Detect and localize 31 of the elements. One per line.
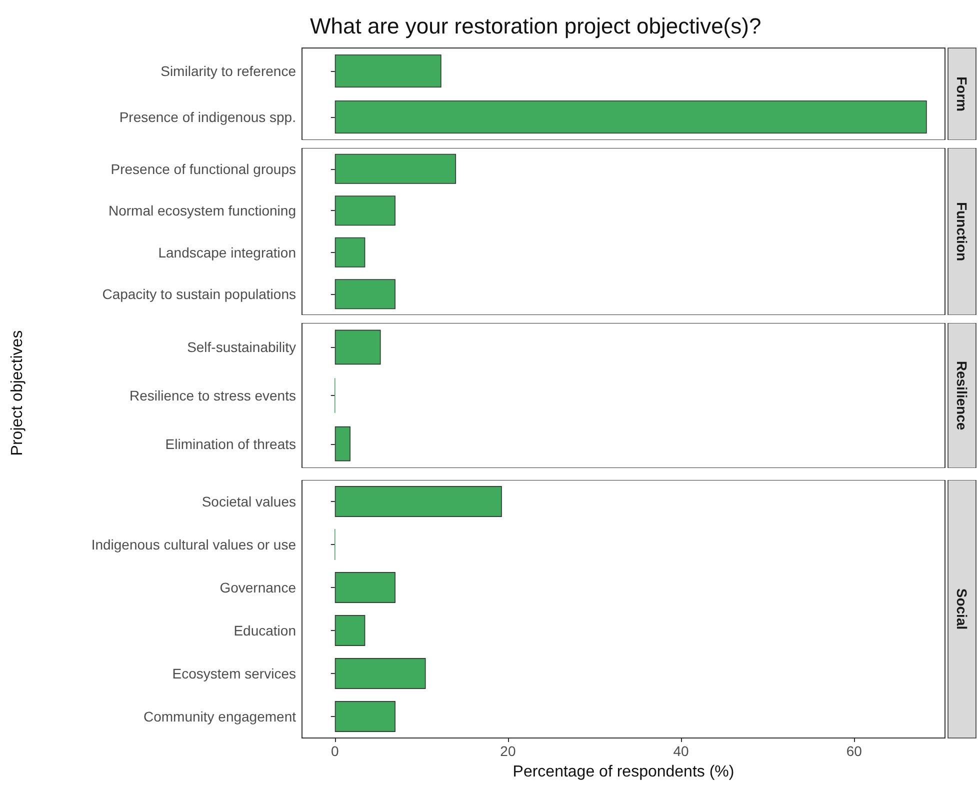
- bar: [334, 701, 396, 732]
- chart-title: What are your restoration project objective(s)?: [310, 14, 762, 38]
- bar: [334, 615, 366, 646]
- bar: [334, 486, 502, 517]
- text: Form: [954, 76, 970, 112]
- bar: [334, 572, 396, 603]
- y-tick-label: Similarity to reference: [160, 63, 296, 79]
- bar: [334, 658, 426, 689]
- text: Social: [954, 588, 970, 630]
- y-tick-label: Capacity to sustain populations: [102, 286, 296, 302]
- y-tick-label: Normal ecosystem functioning: [108, 202, 296, 219]
- y-tick-label: Elimination of threats: [165, 436, 296, 452]
- y-tick-label: Presence of indigenous spp.: [119, 109, 296, 125]
- y-axis-title: Project objectives: [9, 330, 27, 456]
- text: Function: [954, 202, 970, 262]
- x-axis-title: Percentage of respondents (%): [512, 764, 734, 780]
- y-tick-label: Landscape integration: [158, 244, 296, 260]
- y-tick-label: Presence of functional groups: [110, 160, 296, 177]
- y-tick-label: Community engagement: [143, 708, 296, 724]
- text: Resilience: [954, 360, 970, 430]
- y-tick-label: Education: [234, 622, 296, 638]
- x-tick-label: 40: [673, 743, 690, 759]
- y-tick-label: Self-sustainability: [187, 339, 296, 356]
- y-tick-label: Ecosystem services: [172, 666, 296, 682]
- y-tick-label: Resilience to stress events: [129, 388, 296, 404]
- x-tick-label: 60: [846, 743, 862, 759]
- x-tick-label: 20: [500, 743, 516, 759]
- y-tick-label: Governance: [220, 580, 296, 596]
- y-tick-label: Indigenous cultural values or use: [91, 536, 296, 552]
- x-tick-label: 0: [330, 743, 339, 759]
- y-tick-label: Societal values: [202, 494, 296, 510]
